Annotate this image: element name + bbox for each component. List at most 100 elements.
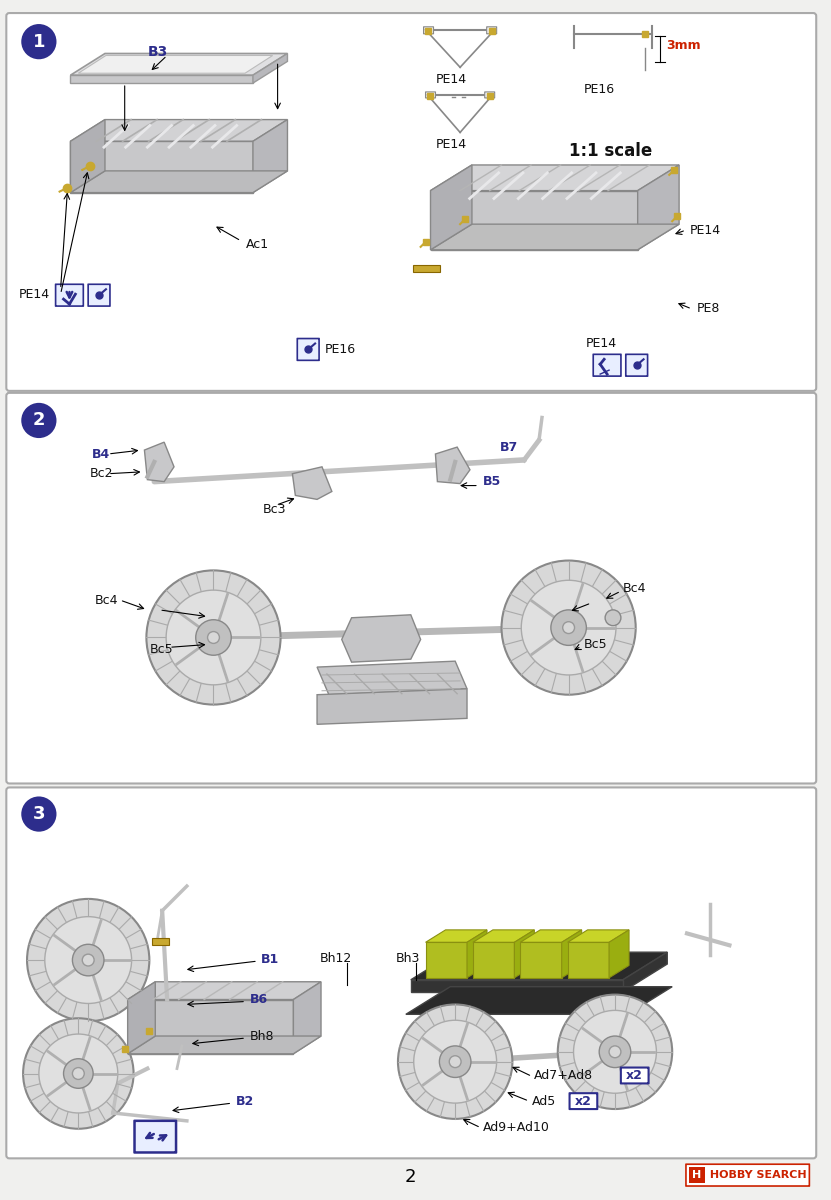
Polygon shape	[430, 164, 679, 191]
Polygon shape	[253, 120, 288, 192]
Circle shape	[208, 631, 219, 643]
Polygon shape	[568, 942, 609, 978]
Polygon shape	[637, 164, 679, 250]
Polygon shape	[71, 170, 288, 192]
Circle shape	[502, 560, 636, 695]
FancyBboxPatch shape	[7, 392, 816, 784]
Polygon shape	[411, 952, 667, 979]
Circle shape	[551, 610, 587, 646]
FancyBboxPatch shape	[135, 1121, 176, 1152]
FancyBboxPatch shape	[297, 338, 319, 360]
FancyBboxPatch shape	[56, 284, 83, 306]
Bar	[689, 1168, 705, 1183]
Text: B4: B4	[92, 448, 111, 461]
Polygon shape	[467, 930, 487, 978]
Text: B6: B6	[250, 994, 268, 1006]
Text: PE14: PE14	[585, 337, 617, 350]
FancyBboxPatch shape	[484, 92, 494, 98]
Text: H: H	[692, 1170, 701, 1180]
Circle shape	[22, 797, 56, 830]
FancyBboxPatch shape	[487, 26, 497, 34]
Text: 1: 1	[32, 32, 45, 50]
Text: x2: x2	[575, 1094, 592, 1108]
Polygon shape	[293, 467, 332, 499]
Circle shape	[45, 917, 131, 1003]
Circle shape	[22, 403, 56, 437]
Text: x2: x2	[627, 1069, 643, 1082]
Circle shape	[599, 1036, 631, 1068]
Polygon shape	[413, 264, 440, 271]
Circle shape	[27, 899, 150, 1021]
Polygon shape	[609, 930, 629, 978]
Text: Ad9+Ad10: Ad9+Ad10	[483, 1121, 549, 1134]
Polygon shape	[425, 942, 467, 978]
Polygon shape	[128, 982, 155, 1054]
Text: Ad7+Ad8: Ad7+Ad8	[534, 1069, 593, 1082]
Text: 2: 2	[32, 412, 45, 430]
Text: Bc4: Bc4	[623, 582, 647, 595]
Text: Bh12: Bh12	[320, 952, 352, 965]
Polygon shape	[128, 982, 321, 1000]
Text: 2: 2	[405, 1168, 416, 1186]
Circle shape	[563, 622, 574, 634]
Circle shape	[605, 610, 621, 625]
Polygon shape	[623, 952, 667, 991]
Text: 3mm: 3mm	[666, 40, 701, 52]
Text: Bc2: Bc2	[91, 467, 114, 480]
Text: Ac1: Ac1	[246, 239, 269, 251]
Text: Ad5: Ad5	[532, 1094, 557, 1108]
FancyBboxPatch shape	[88, 284, 110, 306]
Polygon shape	[430, 164, 472, 250]
Text: Bh8: Bh8	[250, 1030, 274, 1043]
Polygon shape	[430, 224, 679, 250]
Text: 1:1 scale: 1:1 scale	[569, 142, 652, 160]
Circle shape	[414, 1020, 497, 1103]
Circle shape	[146, 570, 281, 704]
Circle shape	[23, 1019, 134, 1129]
Polygon shape	[128, 1000, 293, 1054]
Circle shape	[63, 1058, 93, 1088]
Polygon shape	[520, 942, 562, 978]
FancyBboxPatch shape	[621, 1068, 648, 1084]
Circle shape	[39, 1034, 118, 1112]
Polygon shape	[71, 54, 288, 76]
Polygon shape	[514, 930, 534, 978]
Text: PE16: PE16	[583, 84, 615, 96]
Polygon shape	[342, 614, 420, 662]
FancyBboxPatch shape	[686, 1164, 809, 1186]
Circle shape	[398, 1004, 513, 1118]
Circle shape	[450, 1056, 461, 1068]
Text: Bc4: Bc4	[95, 594, 119, 606]
Polygon shape	[520, 930, 582, 942]
Circle shape	[72, 944, 104, 976]
FancyBboxPatch shape	[424, 26, 434, 34]
Polygon shape	[435, 448, 470, 484]
FancyBboxPatch shape	[569, 1093, 597, 1109]
FancyBboxPatch shape	[425, 92, 435, 98]
Text: Bc5: Bc5	[583, 638, 607, 650]
Polygon shape	[71, 76, 253, 83]
Polygon shape	[71, 120, 288, 142]
FancyBboxPatch shape	[626, 354, 647, 376]
Text: Bc5: Bc5	[150, 643, 173, 656]
Text: B2: B2	[236, 1094, 254, 1108]
Polygon shape	[411, 979, 623, 991]
Polygon shape	[253, 54, 288, 83]
Polygon shape	[128, 1036, 321, 1054]
Circle shape	[22, 25, 56, 59]
Polygon shape	[317, 689, 467, 725]
Text: HOBBY SEARCH: HOBBY SEARCH	[706, 1170, 806, 1180]
Polygon shape	[145, 442, 174, 481]
Polygon shape	[293, 982, 321, 1054]
Text: B5: B5	[483, 475, 501, 488]
Text: PE14: PE14	[19, 288, 50, 301]
Text: Bc3: Bc3	[263, 503, 287, 516]
Text: PE14: PE14	[435, 73, 466, 85]
Text: Bh3: Bh3	[396, 952, 420, 965]
Circle shape	[72, 1068, 84, 1080]
Text: B3: B3	[147, 44, 168, 59]
Text: B1: B1	[261, 953, 279, 966]
Polygon shape	[430, 191, 637, 250]
Polygon shape	[78, 55, 273, 73]
Circle shape	[82, 954, 94, 966]
